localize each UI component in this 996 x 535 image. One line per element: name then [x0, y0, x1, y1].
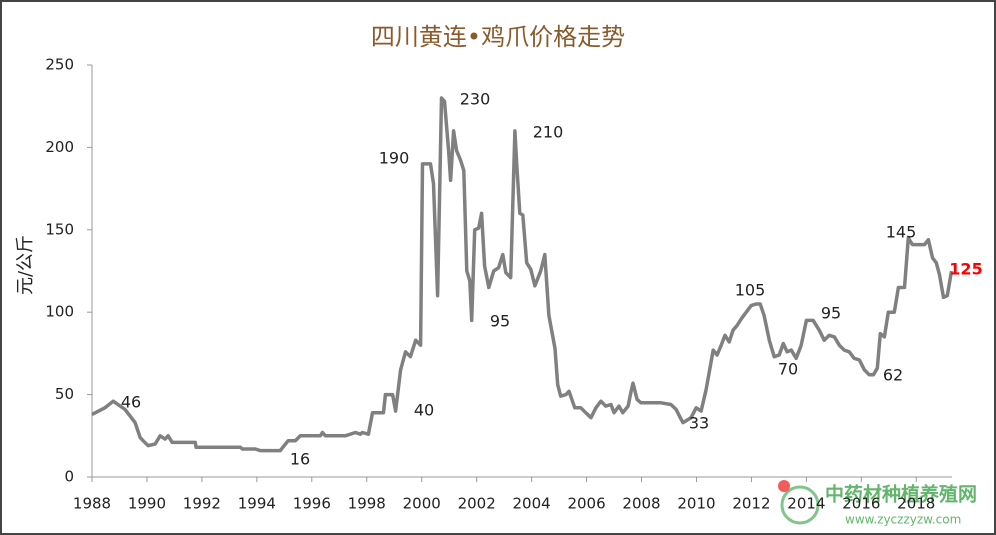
annotation: 125: [949, 260, 982, 279]
x-tick-label: 2010: [677, 495, 715, 513]
annotation: 46: [121, 393, 141, 412]
annotation: 16: [290, 450, 310, 469]
annotation: 230: [460, 90, 491, 109]
y-tick-label: 150: [45, 220, 74, 238]
chart-title: 四川黄连•鸡爪价格走势: [371, 23, 625, 51]
x-tick-label: 1990: [128, 495, 166, 513]
annotation: 105: [735, 281, 766, 300]
annotation: 190: [379, 149, 410, 168]
watermark-url: www.zyczzyzw.com: [845, 513, 961, 527]
annotation: 62: [883, 366, 903, 385]
annotation: 95: [821, 304, 841, 323]
price-line: [91, 96, 954, 453]
y-axis-label: 元/公斤: [15, 235, 36, 295]
x-tick-label: 1992: [183, 495, 221, 513]
y-tick-label: 250: [45, 56, 74, 74]
watermark-name: 中药材种植养殖网: [825, 483, 977, 506]
x-tick-label: 2012: [732, 495, 770, 513]
x-tick-label: 1998: [348, 495, 386, 513]
x-tick-label: 2014: [787, 495, 825, 513]
annotation: 95: [490, 312, 510, 331]
x-tick-label: 2000: [403, 495, 441, 513]
watermark-logo: [780, 485, 820, 525]
annotation: 70: [778, 360, 798, 379]
annotation: 40: [414, 401, 434, 420]
x-tick-label: 1988: [73, 495, 111, 513]
watermark-dot: [778, 480, 790, 492]
annotation: 210: [533, 123, 564, 142]
y-tick-label: 50: [55, 385, 74, 403]
annotation: 145: [886, 223, 917, 242]
x-tick-label: 1994: [238, 495, 276, 513]
y-tick-label: 0: [64, 468, 74, 486]
x-tick-label: 2006: [567, 495, 605, 513]
x-tick-label: 2016: [842, 495, 880, 513]
y-tick-label: 100: [45, 303, 74, 321]
x-tick-label: 2002: [458, 495, 496, 513]
x-tick-label: 2004: [513, 495, 551, 513]
annotation: 33: [689, 414, 709, 433]
watermark: 中药材种植养殖网 www.zyczzyzw.com: [778, 480, 977, 527]
y-tick-label: 200: [45, 138, 74, 156]
x-tick-label: 1996: [293, 495, 331, 513]
x-tick-label: 2018: [897, 495, 935, 513]
x-tick-label: 2008: [622, 495, 660, 513]
